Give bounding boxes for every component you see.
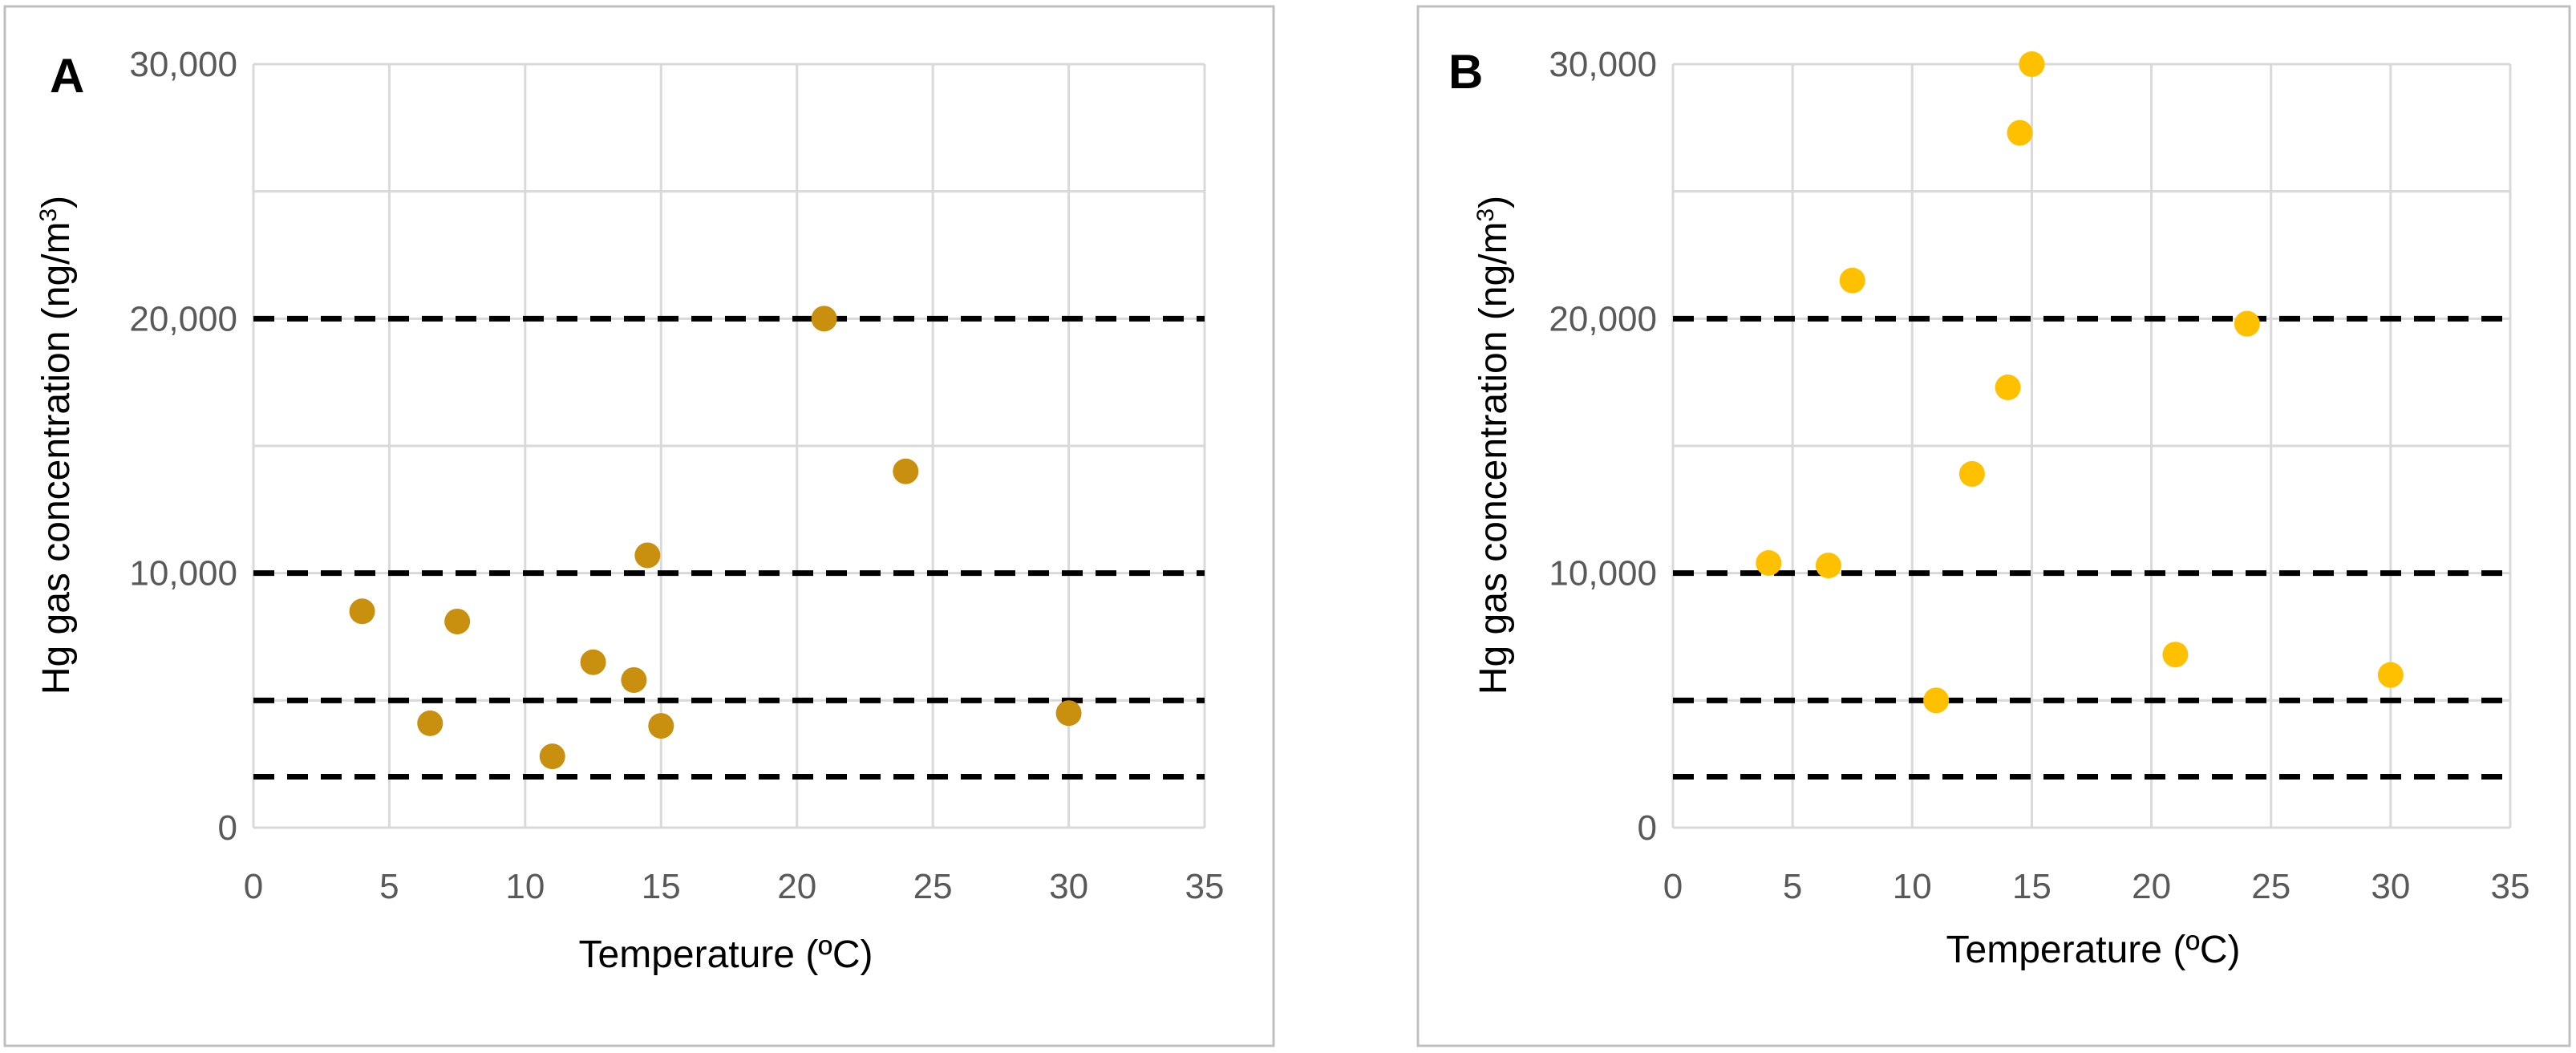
y-tick-label: 20,000 xyxy=(129,299,237,338)
data-point xyxy=(1923,687,1950,714)
x-tick-label: 30 xyxy=(1049,867,1088,906)
data-point xyxy=(1958,460,1985,487)
x-tick-label: 20 xyxy=(2132,867,2171,906)
y-tick-label: 10,000 xyxy=(1549,554,1657,593)
x-tick-label: 5 xyxy=(1783,867,1802,906)
x-tick-label: 25 xyxy=(2251,867,2290,906)
data-point xyxy=(1815,553,1841,579)
data-point xyxy=(634,542,661,569)
y-axis-title: Hg gas concentration (ng/m3) xyxy=(35,196,79,695)
data-point xyxy=(1839,267,1865,294)
y-axis-title-sup: 3 xyxy=(1472,209,1499,222)
y-axis-ticks: 0 10,000 20,000 30,000 xyxy=(1549,45,1657,848)
data-point xyxy=(580,649,606,675)
x-axis-title: Temperature (ºC) xyxy=(1946,929,2241,971)
chart-border xyxy=(3,5,1275,1047)
gridlines xyxy=(252,63,1206,829)
x-tick-label: 0 xyxy=(1663,867,1683,906)
x-tick-label: 30 xyxy=(2371,867,2410,906)
data-point xyxy=(417,710,444,736)
data-point xyxy=(1995,375,2021,401)
x-tick-label: 0 xyxy=(244,867,263,906)
reference-lines xyxy=(1673,315,2510,780)
chart-panel-a: 0 10,000 20,000 30,000 0 5 10 15 20 25 30 35 A Tem… xyxy=(3,5,1275,1047)
y-axis-title: Hg gas concentration (ng/m3) xyxy=(1472,196,1516,695)
x-tick-label: 35 xyxy=(2491,867,2530,906)
data-point xyxy=(811,306,837,332)
y-tick-label: 20,000 xyxy=(1549,299,1657,338)
chart-panel-b: 0 10,000 20,000 30,000 0 5 10 15 20 25 30 35 B Tem… xyxy=(1416,5,2571,1047)
data-points xyxy=(349,306,1082,770)
data-point xyxy=(349,598,375,625)
panel-label: B xyxy=(1448,45,1483,99)
x-tick-label: 15 xyxy=(2012,867,2051,906)
data-point xyxy=(2019,51,2045,77)
y-axis-title-end: ) xyxy=(1472,196,1515,209)
data-point xyxy=(2162,642,2189,668)
x-tick-label: 25 xyxy=(913,867,953,906)
x-axis-title: Temperature (ºC) xyxy=(579,934,873,976)
x-tick-label: 10 xyxy=(505,867,545,906)
y-tick-label: 0 xyxy=(1638,808,1657,848)
data-point xyxy=(2007,119,2033,146)
x-tick-label: 5 xyxy=(379,867,399,906)
panel-label: A xyxy=(50,49,84,103)
data-point xyxy=(539,743,565,770)
y-axis-ticks: 0 10,000 20,000 30,000 xyxy=(129,45,237,848)
data-point xyxy=(1756,549,1782,576)
reference-lines xyxy=(253,315,1205,780)
data-point xyxy=(648,713,674,739)
y-axis-title-main: Hg gas concentration (ng/m xyxy=(35,222,78,695)
x-tick-label: 20 xyxy=(777,867,816,906)
gridlines xyxy=(1671,63,2512,829)
y-axis-title-main: Hg gas concentration (ng/m xyxy=(1472,222,1515,695)
x-axis-ticks: 0 5 10 15 20 25 30 35 xyxy=(244,867,1225,906)
data-point xyxy=(1055,700,1082,727)
x-axis-ticks: 0 5 10 15 20 25 30 35 xyxy=(1663,867,2530,906)
x-tick-label: 35 xyxy=(1185,867,1225,906)
y-axis-title-end: ) xyxy=(35,196,78,209)
y-axis-title-sup: 3 xyxy=(35,209,62,222)
chart-border xyxy=(1416,5,2571,1047)
data-point xyxy=(893,458,919,484)
data-point xyxy=(2234,310,2260,337)
data-points xyxy=(1756,51,2404,714)
x-tick-label: 15 xyxy=(642,867,681,906)
x-tick-label: 10 xyxy=(1893,867,1932,906)
y-tick-label: 0 xyxy=(218,808,237,848)
y-tick-label: 30,000 xyxy=(129,45,237,84)
y-tick-label: 30,000 xyxy=(1549,45,1657,84)
y-tick-label: 10,000 xyxy=(129,554,237,593)
data-point xyxy=(621,666,647,693)
data-point xyxy=(2377,662,2404,688)
data-point xyxy=(444,608,471,634)
